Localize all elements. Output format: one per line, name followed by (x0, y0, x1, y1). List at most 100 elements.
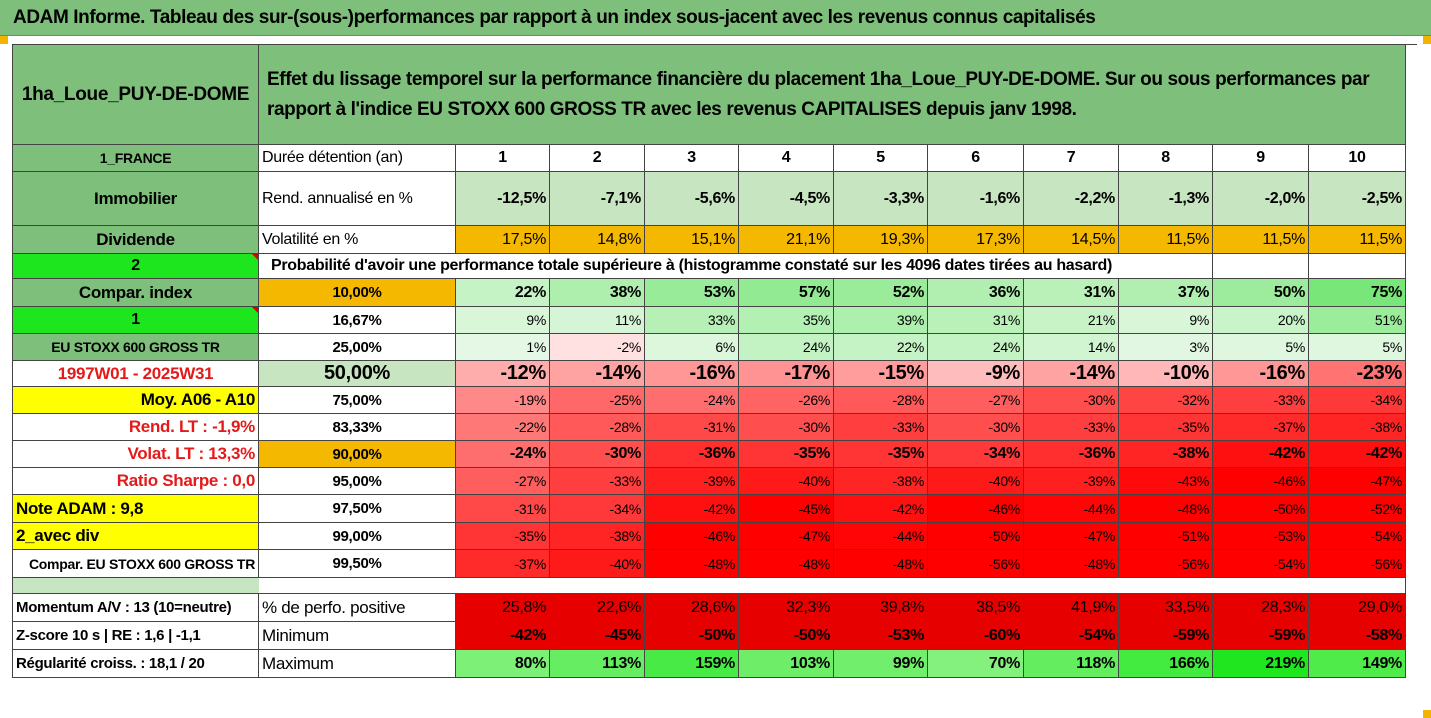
year-2: 2 (550, 145, 645, 172)
minimum-7: -54% (1024, 622, 1119, 650)
quantile-8-year-8: -43% (1119, 468, 1213, 495)
holding-duration-label: Durée détention (an) (259, 145, 456, 172)
volatility-1: 17,5% (456, 226, 550, 254)
quantile-4-year-3: -16% (645, 361, 739, 387)
positive-perf-6: 38,5% (928, 594, 1024, 622)
annual-return-9: -2,0% (1213, 172, 1309, 226)
quantile-6-year-5: -33% (834, 414, 928, 441)
quantile-2-year-7: 21% (1024, 307, 1119, 334)
minimum-3: -50% (645, 622, 739, 650)
quantile-6-year-8: -35% (1119, 414, 1213, 441)
quantile-5-year-1: -19% (456, 387, 550, 414)
quantile-8-year-3: -39% (645, 468, 739, 495)
quantile-level-10: 99,00% (259, 523, 456, 550)
quantile-level-8: 95,00% (259, 468, 456, 495)
code-1-cell: 1 (13, 307, 259, 334)
maximum-3: 159% (645, 650, 739, 678)
year-4: 4 (739, 145, 834, 172)
quantile-6-year-1: -22% (456, 414, 550, 441)
quantile-7-year-5: -35% (834, 441, 928, 468)
quantile-8-year-1: -27% (456, 468, 550, 495)
report-header: ADAM Informe. Tableau des sur-(sous-)per… (0, 0, 1431, 36)
volatility-8: 11,5% (1119, 226, 1213, 254)
code-2-cell: 2 (13, 254, 259, 279)
quantile-7-year-7: -36% (1024, 441, 1119, 468)
quantile-8-year-9: -46% (1213, 468, 1309, 495)
zscore-label: Z-score 10 s | RE : 1,6 | -1,1 (13, 622, 259, 650)
quantile-4-year-1: -12% (456, 361, 550, 387)
quantile-9-year-6: -46% (928, 495, 1024, 523)
quantile-4-year-10: -23% (1309, 361, 1406, 387)
minimum-1: -42% (456, 622, 550, 650)
positive-perf-3: 28,6% (645, 594, 739, 622)
corner-marker-left (0, 36, 8, 44)
probability-label: Probabilité d'avoir une performance tota… (259, 254, 1213, 279)
quantile-2-year-9: 20% (1213, 307, 1309, 334)
year-1: 1 (456, 145, 550, 172)
corner-marker-bottom-right (1423, 710, 1431, 718)
annual-return-6: -1,6% (928, 172, 1024, 226)
quantile-3-year-1: 1% (456, 334, 550, 361)
maximum-8: 166% (1119, 650, 1213, 678)
volatility-3: 15,1% (645, 226, 739, 254)
minimum-4: -50% (739, 622, 834, 650)
note-adam-label: Note ADAM : 9,8 (13, 495, 259, 523)
volatility-2: 14,8% (550, 226, 645, 254)
quantile-6-year-10: -38% (1309, 414, 1406, 441)
quantile-9-year-9: -50% (1213, 495, 1309, 523)
volat-lt-label: Volat. LT : 13,3% (13, 441, 259, 468)
compar-full-label: Compar. EU STOXX 600 GROSS TR (13, 550, 259, 578)
quantile-2-year-3: 33% (645, 307, 739, 334)
maximum-4: 103% (739, 650, 834, 678)
quantile-7-year-10: -42% (1309, 441, 1406, 468)
quantile-5-year-3: -24% (645, 387, 739, 414)
quantile-10-year-1: -35% (456, 523, 550, 550)
quantile-8-year-10: -47% (1309, 468, 1406, 495)
quantile-level-11: 99,50% (259, 550, 456, 578)
annual-return-4: -4,5% (739, 172, 834, 226)
volatility-10: 11,5% (1309, 226, 1406, 254)
quantile-8-year-5: -38% (834, 468, 928, 495)
quantile-10-year-9: -53% (1213, 523, 1309, 550)
maximum-label: Maximum (259, 650, 456, 678)
quantile-8-year-6: -40% (928, 468, 1024, 495)
quantile-1-year-10: 75% (1309, 279, 1406, 307)
sharpe-label: Ratio Sharpe : 0,0 (13, 468, 259, 495)
minimum-5: -53% (834, 622, 928, 650)
quantile-2-year-1: 9% (456, 307, 550, 334)
quantile-10-year-3: -46% (645, 523, 739, 550)
empty-cell-9 (1213, 254, 1309, 279)
quantile-9-year-8: -48% (1119, 495, 1213, 523)
minimum-10: -58% (1309, 622, 1406, 650)
quantile-1-year-2: 38% (550, 279, 645, 307)
annual-return-2: -7,1% (550, 172, 645, 226)
regularity-label: Régularité croiss. : 18,1 / 20 (13, 650, 259, 678)
maximum-2: 113% (550, 650, 645, 678)
quantile-11-year-5: -48% (834, 550, 928, 578)
minimum-9: -59% (1213, 622, 1309, 650)
year-7: 7 (1024, 145, 1119, 172)
quantile-8-year-4: -40% (739, 468, 834, 495)
quantile-6-year-2: -28% (550, 414, 645, 441)
volatility-5: 19,3% (834, 226, 928, 254)
positive-perf-9: 28,3% (1213, 594, 1309, 622)
annual-return-7: -2,2% (1024, 172, 1119, 226)
quantile-10-year-5: -44% (834, 523, 928, 550)
quantile-3-year-7: 14% (1024, 334, 1119, 361)
year-5: 5 (834, 145, 928, 172)
quantile-1-year-5: 52% (834, 279, 928, 307)
momentum-label: Momentum A/V : 13 (10=neutre) (13, 594, 259, 622)
positive-perf-2: 22,6% (550, 594, 645, 622)
quantile-level-1: 10,00% (259, 279, 456, 307)
quantile-level-4: 50,00% (259, 361, 456, 387)
volatility-9: 11,5% (1213, 226, 1309, 254)
year-6: 6 (928, 145, 1024, 172)
quantile-7-year-9: -42% (1213, 441, 1309, 468)
positive-perf-4: 32,3% (739, 594, 834, 622)
quantile-6-year-4: -30% (739, 414, 834, 441)
quantile-6-year-9: -37% (1213, 414, 1309, 441)
avec-div-label: 2_avec div (13, 523, 259, 550)
quantile-level-9: 97,50% (259, 495, 456, 523)
positive-perf-8: 33,5% (1119, 594, 1213, 622)
annual-return-label: Rend. annualisé en % (259, 172, 456, 226)
